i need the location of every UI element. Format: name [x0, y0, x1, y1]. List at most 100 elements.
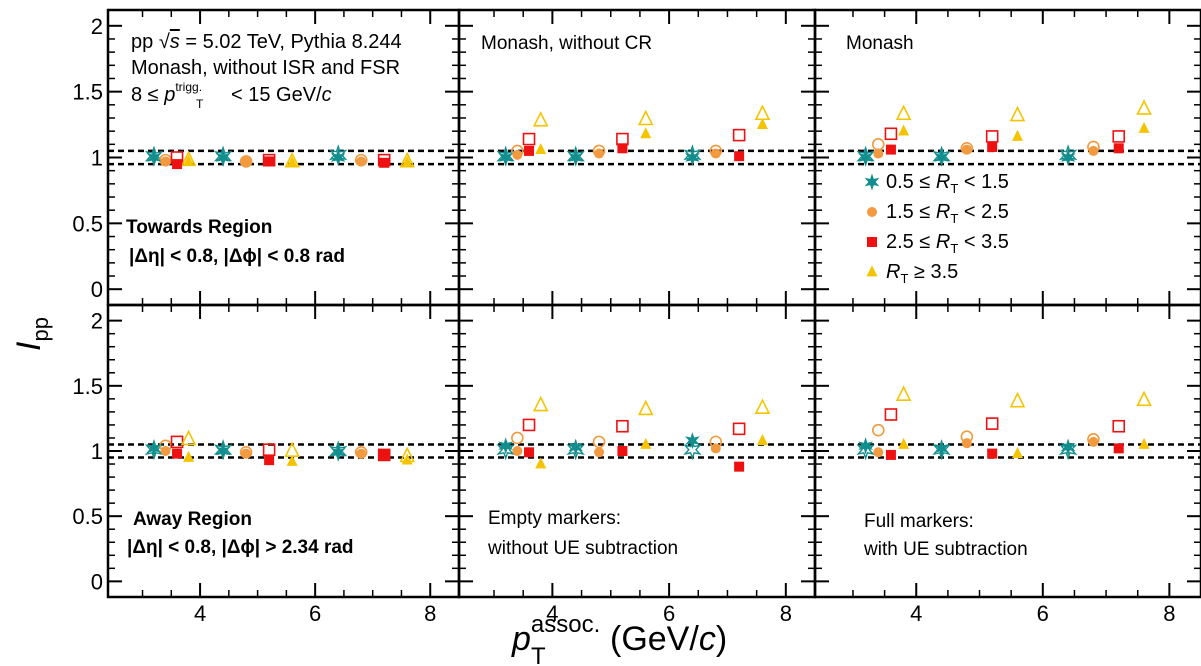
x-tick-label: 6	[1037, 601, 1049, 626]
y-tick-label: 2	[91, 309, 103, 334]
towards-monash-full-rt3-point	[885, 144, 896, 155]
y-tick-label: 0	[91, 277, 103, 302]
axes: 0 0.5 1 1.5 2 0 0.5 1 1.5 2 4 6 8 4 6 8 4 6 8	[72, 10, 1201, 626]
away-region-title: Away Region	[133, 509, 252, 530]
away-monash-no-cr-full-rt4-point	[756, 433, 768, 445]
away-monash-full-rt2-point	[961, 438, 972, 449]
towards-monash-full-rt2-point	[961, 144, 972, 155]
away-monash-no-cr-empty-rt4-point	[754, 398, 771, 414]
legend-triangle-marker	[866, 265, 878, 277]
away-monash-empty-rt3-point	[884, 408, 898, 421]
away-monash-empty-rt4-point	[1009, 391, 1026, 408]
away-monash-no-cr-empty-rt1-point	[683, 438, 702, 461]
away-monash-full-rt4-point	[898, 437, 910, 449]
towards-monash-no-cr-full-rt1-point	[498, 149, 513, 166]
away-monash-empty-rt4-point	[1136, 390, 1152, 407]
towards-monash-full-rt3-point	[1113, 143, 1124, 154]
away-monash-full-rt3-point	[885, 449, 896, 460]
y-tick-label: 0.5	[72, 504, 103, 529]
away-monash-empty-rt3-point	[1112, 419, 1126, 433]
away-monash-no-cr-empty-rt2-point	[511, 431, 524, 445]
away-no-isr-fsr-full-rt2-point	[241, 448, 252, 459]
towards-monash-no-cr-full-rt1-point	[685, 149, 700, 166]
x-tick-label: 8	[1163, 601, 1175, 626]
towards-no-isr-fsr-full-rt1-point	[330, 149, 346, 166]
y-tick-label: 0.5	[72, 211, 103, 236]
away-monash-no-cr-empty-rt3-point	[522, 418, 536, 432]
towards-monash-no-cr-empty-rt4-point	[754, 104, 771, 121]
away-no-isr-fsr-empty-rt1-point	[144, 438, 164, 461]
y-tick-label: 1.5	[72, 80, 103, 105]
legend-star-marker	[864, 173, 880, 191]
away-monash-no-cr-empty-rt4-point	[532, 395, 549, 412]
y-tick-label: 1	[91, 439, 103, 464]
legend: 0.5 ≤ RT < 1.5 1.5 ≤ RT < 2.5 2.5 ≤ RT < 3…	[864, 171, 1009, 286]
towards-monash-full-rt2-point	[873, 148, 884, 159]
x-tick-label: 4	[910, 601, 922, 626]
panel-frame	[813, 8, 1201, 307]
towards-no-isr-fsr-full-rt4-point	[286, 156, 298, 168]
away-monash-empty-rt1-point	[932, 438, 951, 461]
full-markers-label-1: Full markers:	[864, 511, 974, 532]
away-monash-no-cr-full-rt1-point	[685, 432, 700, 450]
away-no-isr-fsr-full-rt4-point	[401, 453, 413, 465]
away-monash-no-cr-full-rt3-point	[617, 446, 628, 456]
towards-no-isr-fsr-full-rt1-point	[146, 149, 162, 166]
towards-monash-no-cr-full-rt4-point	[535, 142, 547, 154]
away-monash-full-rt2-point	[1088, 436, 1099, 447]
legend-square-marker	[867, 237, 877, 247]
away-monash-no-cr-full-rt1-point	[568, 438, 584, 456]
pythia-annotation-line3-sub: T	[196, 97, 204, 111]
towards-monash-empty-rt4-point	[1009, 105, 1026, 122]
towards-no-isr-fsr-full-rt1-point	[215, 149, 231, 166]
away-no-isr-fsr-empty-rt3-point	[377, 448, 391, 462]
towards-monash-no-cr-full-rt2-point	[710, 148, 721, 159]
y-tick-label: 1	[91, 146, 103, 171]
monash-label: Monash	[846, 33, 914, 54]
away-monash-no-cr-full-rt2-point	[512, 446, 523, 456]
towards-monash-full-rt1-point	[858, 149, 873, 166]
pythia-annotation-line3: 8 ≤ ptrigg.	[131, 80, 202, 106]
towards-region-cuts: |Δη| < 0.8, |Δϕ| < 0.8 rad	[129, 246, 345, 267]
towards-no-isr-fsr-full-rt2-point	[160, 156, 171, 167]
towards-monash-no-cr-full-rt2-point	[512, 149, 523, 160]
towards-monash-no-cr-empty-rt4-point	[637, 109, 654, 126]
y-tick-label: 1.5	[72, 374, 103, 399]
towards-monash-no-cr-empty-rt3-point	[522, 132, 536, 146]
away-monash-full-rt1-point	[934, 439, 949, 457]
away-monash-no-cr-empty-rt3-point	[616, 419, 629, 433]
away-no-isr-fsr-empty-rt3-point	[262, 443, 276, 456]
away-monash-no-cr-full-rt3-point	[734, 461, 745, 472]
away-monash-full-rt3-point	[987, 448, 998, 459]
towards-monash-empty-rt4-point	[1136, 99, 1152, 115]
monash-no-cr-label: Monash, without CR	[481, 33, 652, 54]
x-tick-label: 4	[546, 601, 558, 626]
away-no-isr-fsr-full-rt1-point	[146, 439, 162, 457]
pythia-annotation-line2: Monash, without ISR and FSR	[131, 57, 400, 79]
away-no-isr-fsr-full-rt1-point	[215, 442, 231, 460]
away-monash-no-cr-full-rt1-point	[498, 437, 513, 455]
legend-entry-label: RT ≥ 3.5	[886, 261, 958, 286]
x-axis-label: passoc.	[511, 611, 600, 658]
away-monash-full-rt3-point	[1113, 443, 1124, 454]
towards-no-isr-fsr-full-rt4-point	[183, 154, 195, 166]
empty-markers-label-1: Empty markers:	[488, 508, 621, 529]
legend-circle-marker	[867, 207, 877, 217]
towards-monash-full-rt4-point	[1138, 121, 1150, 133]
panel-frame	[457, 8, 817, 307]
towards-monash-full-rt2-point	[1088, 145, 1099, 156]
away-monash-no-cr-empty-rt3-point	[732, 422, 746, 436]
away-no-isr-fsr-full-rt1-point	[330, 443, 346, 461]
towards-monash-empty-rt3-point	[985, 130, 999, 143]
away-monash-no-cr-full-rt2-point	[710, 443, 721, 454]
towards-no-isr-fsr-full-rt2-point	[241, 156, 252, 167]
towards-monash-full-rt3-point	[987, 141, 998, 152]
x-tick-label: 8	[780, 601, 792, 626]
away-no-isr-fsr-full-rt3-point	[172, 448, 183, 459]
towards-monash-no-cr-full-rt2-point	[594, 148, 605, 159]
x-axis-label-unit: (GeV/c)	[610, 620, 727, 658]
towards-monash-no-cr-full-rt3-point	[524, 145, 535, 156]
pythia-annotation-line1: pp √s = 5.02 TeV, Pythia 8.244	[131, 31, 402, 53]
towards-monash-no-cr-empty-rt3-point	[616, 132, 629, 146]
